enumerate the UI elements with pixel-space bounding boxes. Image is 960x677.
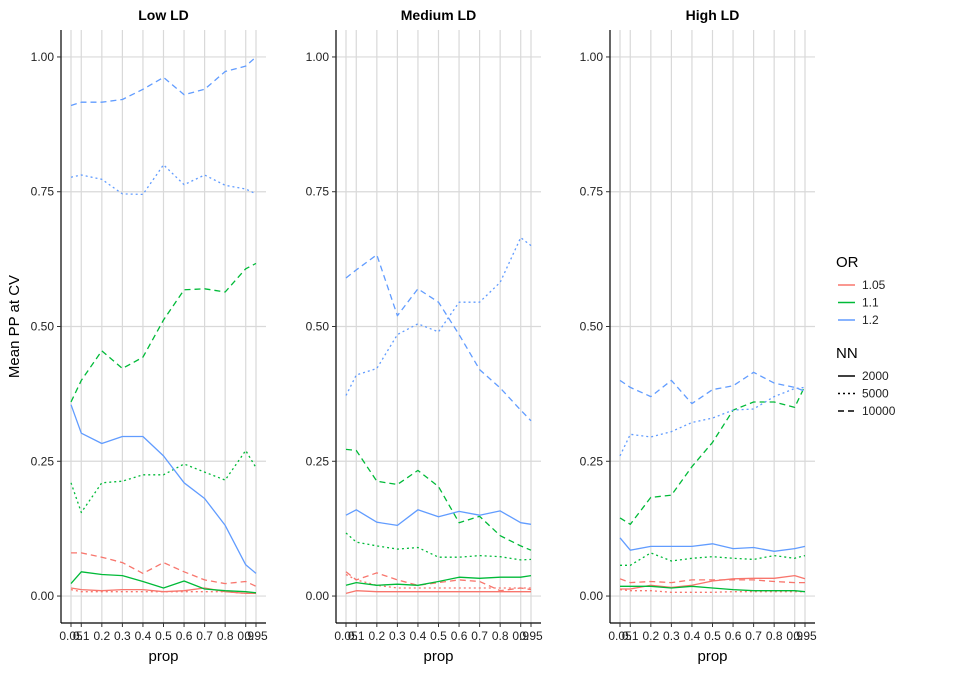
- x-tick-label: 0.5: [704, 629, 721, 643]
- y-tick-label: 0.50: [31, 320, 55, 334]
- x-tick-label: 0.6: [451, 629, 468, 643]
- series-line-or-1.1-nn-2000: [70, 571, 257, 594]
- panel-title: Low LD: [138, 7, 189, 23]
- x-tick-label: 0.5: [155, 629, 172, 643]
- y-tick-label: 0.00: [580, 589, 604, 603]
- y-tick-label: 0.25: [306, 454, 330, 468]
- x-tick-label: 0.95: [244, 629, 268, 643]
- x-tick-label: 0.3: [389, 629, 406, 643]
- x-tick-label: 0.05: [59, 629, 83, 643]
- x-tick-label: 0.6: [176, 629, 193, 643]
- y-tick-label: 0.00: [306, 589, 330, 603]
- series-line-or-1.05-nn-5000: [345, 573, 531, 589]
- x-tick-label: 0.4: [684, 629, 701, 643]
- y-tick-label: 0.75: [31, 185, 55, 199]
- x-tick-label: 0.8: [217, 629, 234, 643]
- series-line-or-1.1-nn-5000: [70, 449, 257, 514]
- legend-title-nn: NN: [836, 345, 858, 362]
- series-line-or-1.1-nn-5000: [620, 552, 806, 566]
- series-line-or-1.2-nn-2000: [70, 404, 257, 574]
- x-tick-label: 0.9: [786, 629, 803, 643]
- series-line-or-1.2-nn-5000: [345, 236, 532, 396]
- legend-label-or: 1.1: [862, 296, 879, 310]
- y-tick-label: 0.25: [580, 454, 604, 468]
- x-tick-label: 0.7: [745, 629, 762, 643]
- panel-title: Medium LD: [401, 7, 476, 23]
- x-tick-label: 0.1: [348, 629, 365, 643]
- y-axis-title: Mean PP at CV: [6, 275, 23, 378]
- x-tick-label: 0.3: [663, 629, 680, 643]
- y-tick-label: 0.50: [580, 320, 604, 334]
- series-line-or-1.2-nn-10000: [619, 371, 806, 405]
- x-tick-label: 0.5: [430, 629, 447, 643]
- legend-label-nn: 2000: [862, 369, 889, 383]
- y-tick-label: 1.00: [31, 50, 55, 64]
- y-tick-label: 1.00: [306, 50, 330, 64]
- x-tick-label: 0.95: [519, 629, 543, 643]
- x-tick-label: 0.1: [73, 629, 90, 643]
- legend-label-or: 1.05: [862, 278, 886, 292]
- x-tick-label: 0.1: [622, 629, 639, 643]
- series-line-or-1.05-nn-5000: [619, 588, 805, 593]
- legend-label-nn: 10000: [862, 404, 896, 418]
- x-tick-label: 0.2: [368, 629, 385, 643]
- legend-title-or: OR: [836, 254, 859, 271]
- y-tick-label: 0.75: [580, 185, 604, 199]
- legend-label-or: 1.2: [862, 313, 879, 327]
- series-line-or-1.2-nn-10000: [345, 254, 532, 422]
- series-line-or-1.05-nn-10000: [619, 578, 805, 584]
- x-tick-label: 0.7: [196, 629, 213, 643]
- x-axis-title: prop: [697, 648, 727, 665]
- x-tick-label: 0.9: [237, 629, 254, 643]
- x-tick-label: 0.2: [642, 629, 659, 643]
- series-line-or-1.2-nn-2000: [619, 537, 806, 552]
- series-line-or-1.1-nn-10000: [619, 385, 806, 525]
- series-line-or-1.2-nn-2000: [345, 509, 532, 527]
- y-tick-label: 0.50: [306, 320, 330, 334]
- y-tick-label: 0.00: [31, 589, 55, 603]
- x-tick-label: 0.05: [334, 629, 358, 643]
- x-tick-label: 0.05: [608, 629, 632, 643]
- x-tick-label: 0.8: [766, 629, 783, 643]
- series-line-or-1.1-nn-2000: [345, 574, 532, 586]
- x-tick-label: 0.8: [492, 629, 509, 643]
- x-tick-label: 0.4: [410, 629, 427, 643]
- x-tick-label: 0.3: [114, 629, 131, 643]
- series-line-or-1.1-nn-2000: [620, 585, 806, 593]
- x-tick-label: 0.2: [93, 629, 110, 643]
- series-line-or-1.1-nn-10000: [345, 448, 532, 551]
- y-tick-label: 0.25: [31, 454, 55, 468]
- legend-label-nn: 5000: [862, 387, 889, 401]
- series-line-or-1.05-nn-2000: [345, 590, 531, 595]
- x-tick-label: 0.4: [135, 629, 152, 643]
- panel-title: High LD: [686, 7, 740, 23]
- series-line-or-1.05-nn-5000: [70, 588, 256, 595]
- x-tick-label: 0.7: [471, 629, 488, 643]
- x-axis-title: prop: [423, 648, 453, 665]
- series-line-or-1.2-nn-10000: [70, 56, 257, 107]
- x-tick-label: 0.9: [512, 629, 529, 643]
- series-line-or-1.05-nn-10000: [71, 552, 257, 587]
- x-tick-label: 0.6: [725, 629, 742, 643]
- series-line-or-1.1-nn-10000: [70, 262, 257, 403]
- y-tick-label: 0.75: [306, 185, 330, 199]
- x-axis-title: prop: [148, 648, 178, 665]
- x-tick-label: 0.95: [793, 629, 817, 643]
- y-tick-label: 1.00: [580, 50, 604, 64]
